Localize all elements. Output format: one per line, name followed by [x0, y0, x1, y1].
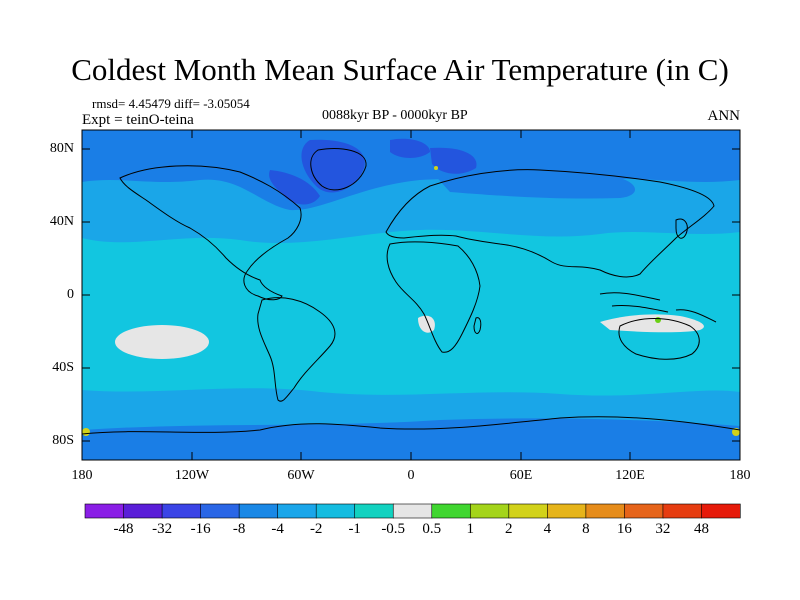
season-text: ANN — [707, 108, 741, 124]
colorbar-swatch — [277, 503, 317, 519]
colorbar-label: -1 — [348, 521, 361, 537]
colorbar-label: -0.5 — [381, 521, 406, 537]
lat-label-80s: 80S — [52, 433, 74, 448]
arctic-east-very-cold — [430, 147, 477, 174]
colorbar-label: 16 — [616, 521, 632, 537]
lon-label-180e: 180 — [729, 468, 751, 483]
lon-label-60w: 60W — [287, 468, 315, 483]
colorbar-swatch — [508, 503, 548, 519]
africa-neutral-patch — [418, 315, 435, 333]
lon-ticks — [191, 130, 631, 460]
colorbar-swatch — [662, 503, 703, 519]
colorbar — [84, 503, 741, 519]
antarctica-coast — [82, 416, 740, 435]
north-america-coast — [119, 165, 302, 301]
lat-label-40n: 40N — [49, 214, 74, 229]
lat-label-80n: 80N — [49, 141, 74, 156]
lat-label-0: 0 — [67, 287, 74, 302]
colorbar-label: 4 — [543, 521, 552, 537]
southeast-asia-islands — [599, 292, 717, 323]
colorbar-label: -4 — [271, 521, 284, 537]
experiment-text: Expt = teinO-teina — [82, 112, 194, 128]
japan-coast — [675, 218, 688, 239]
eurasia-coast — [385, 169, 715, 278]
colorbar-swatch — [123, 503, 163, 519]
siberia-very-cold — [390, 138, 430, 158]
lon-label-180w: 180 — [71, 468, 93, 483]
south-pacific-neutral-patch — [115, 325, 209, 359]
colorbar-label: 1 — [466, 521, 475, 537]
colorbar-label: 32 — [655, 521, 671, 537]
greenland-very-cold — [301, 139, 365, 193]
colorbar-swatch — [84, 503, 125, 519]
colorbar-label: -16 — [190, 521, 211, 537]
colorbar-swatch — [624, 503, 664, 519]
colorbar-swatch — [431, 503, 471, 519]
warm-speck — [655, 317, 661, 323]
colorbar-label: 0.5 — [422, 521, 442, 537]
colorbar-label: 8 — [582, 521, 590, 537]
colorbar-label: -32 — [152, 521, 173, 537]
colorbar-swatch — [354, 503, 394, 519]
arctic-cold-region — [82, 130, 740, 211]
north-canada-very-cold — [269, 170, 320, 205]
colorbar-label: 2 — [505, 521, 513, 537]
rmsd-diff-text: rmsd= 4.45479 diff= -3.05054 — [92, 96, 250, 111]
australia-coast — [618, 318, 700, 360]
antarctic-cold-strip — [82, 418, 740, 460]
lon-label-120e: 120E — [615, 468, 645, 483]
colorbar-swatch — [701, 503, 741, 519]
lat-label-40s: 40S — [52, 360, 74, 375]
map-title: Coldest Month Mean Surface Air Temperatu… — [71, 52, 729, 87]
colorbar-label: -48 — [113, 521, 134, 537]
temperature-field — [82, 130, 740, 460]
colorbar-swatch — [238, 503, 279, 519]
siberia-cold-region — [430, 168, 635, 199]
colorbar-label: -2 — [309, 521, 323, 537]
south-america-coast — [257, 297, 336, 402]
madagascar-coast — [473, 317, 482, 334]
lat-ticks — [82, 148, 740, 442]
australia-neutral-patch — [600, 314, 704, 333]
colorbar-label: 48 — [694, 521, 709, 537]
africa-coast — [386, 241, 481, 353]
lon-label-60e: 60E — [509, 468, 533, 483]
colorbar-swatch — [315, 503, 356, 519]
greenland-coast — [310, 148, 367, 191]
colorbar-swatch — [161, 503, 202, 519]
period-text: 0088kyr BP - 0000kyr BP — [322, 108, 468, 123]
coastlines — [82, 148, 740, 435]
colorbar-swatch — [200, 503, 240, 519]
lon-label-0: 0 — [407, 468, 415, 483]
colorbar-swatch — [585, 503, 626, 519]
warm-speck — [82, 428, 90, 436]
colorbar-swatch — [547, 503, 587, 519]
lon-label-120w: 120W — [174, 468, 210, 483]
colorbar-label: -8 — [232, 521, 246, 537]
colorbar-swatch — [469, 503, 510, 519]
colorbar-swatch — [392, 503, 433, 519]
warm-speck — [434, 166, 438, 170]
